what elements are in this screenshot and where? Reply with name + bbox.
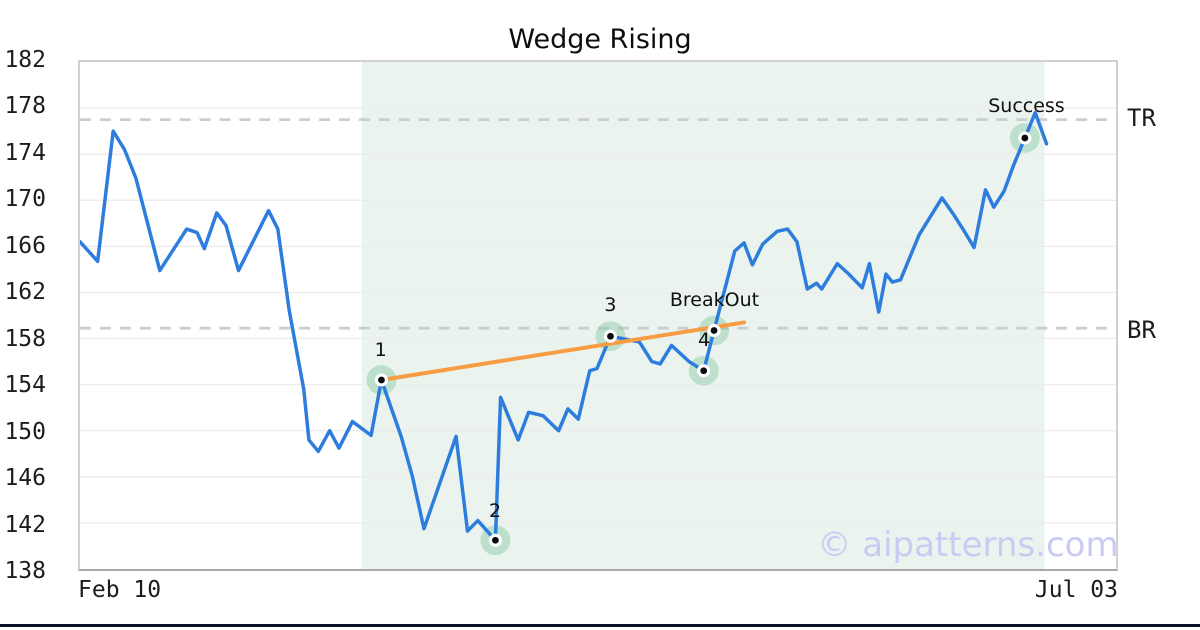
annotation-label-success: Success	[988, 94, 1065, 117]
x-tick-end: Jul 03	[1034, 577, 1118, 603]
y-tick-label: 182	[4, 47, 46, 73]
y-tick-label: 170	[4, 186, 46, 213]
y-tick-label: 142	[4, 511, 46, 538]
annotation-label-2: 2	[488, 499, 502, 522]
marker-dot	[492, 536, 499, 544]
marker-dot	[1021, 134, 1029, 142]
annotation-label-3: 3	[604, 294, 617, 317]
watermark: © aipatterns.com	[817, 525, 1119, 565]
y-tick-label: 162	[4, 279, 46, 306]
marker-dot	[607, 332, 614, 340]
y-tick-label: 146	[4, 465, 46, 492]
marker-dot	[710, 327, 718, 334]
tr-level-label: TR	[1127, 104, 1156, 132]
y-tick-label: 138	[4, 558, 46, 584]
plot-area	[78, 60, 1118, 571]
y-tick-label: 174	[4, 139, 46, 166]
annotation-label-1: 1	[374, 338, 387, 361]
y-tick-label: 178	[4, 93, 46, 120]
price-line	[80, 110, 1049, 542]
chart-title: Wedge Rising	[508, 24, 692, 55]
y-tick-label: 154	[4, 372, 46, 399]
pattern-shaded-region	[361, 62, 1045, 569]
marker-dot	[700, 367, 708, 375]
y-tick-label: 166	[4, 232, 46, 259]
annotation-label-breakout: BreakOut	[669, 288, 760, 311]
y-tick-label: 158	[4, 325, 46, 352]
br-level-label: BR	[1127, 316, 1156, 344]
chart-canvas	[80, 62, 1116, 569]
x-tick-start: Feb 10	[78, 577, 162, 603]
marker-dot	[378, 376, 385, 384]
wedge-trendline	[379, 320, 747, 382]
footer-bar	[0, 624, 1200, 627]
annotation-label-4: 4	[698, 329, 711, 352]
y-tick-label: 150	[4, 418, 46, 445]
